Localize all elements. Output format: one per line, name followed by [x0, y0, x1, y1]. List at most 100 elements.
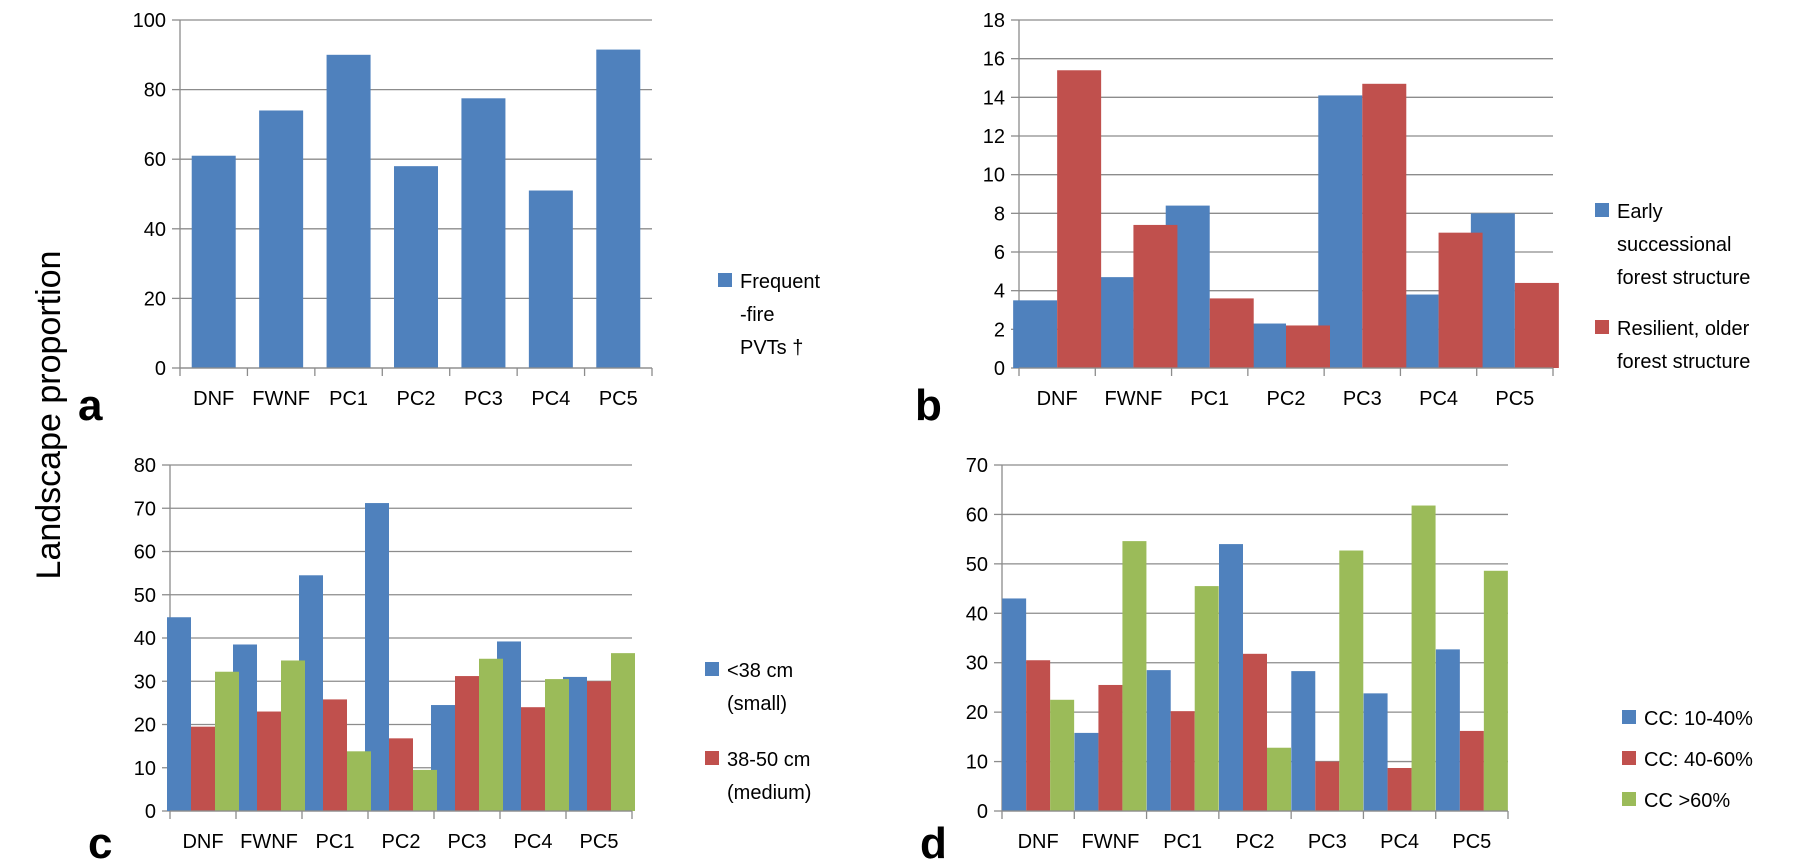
legend-swatch-d-s2 — [1622, 751, 1636, 765]
xtick-label-a-fwnf: FWNF — [252, 388, 310, 410]
ytick-label-a-0: 0 — [155, 358, 166, 380]
bar-c-s3-pc2 — [413, 769, 437, 811]
ytick-label-b-0: 0 — [994, 358, 1005, 380]
bar-d-s2-pc3 — [1315, 761, 1340, 811]
bar-a-s1-pc1 — [326, 54, 371, 369]
bar-d-s1-fwnf — [1074, 732, 1099, 811]
bar-c-s3-pc4 — [545, 679, 569, 811]
bar-b-s2-fwnf — [1133, 224, 1178, 368]
bar-c-s2-pc2 — [389, 738, 413, 811]
bar-d-s1-pc5 — [1435, 649, 1460, 811]
bar-b-s2-pc2 — [1286, 325, 1330, 368]
bar-a-s1-pc2 — [394, 166, 438, 368]
bar-d-s3-dnf — [1050, 699, 1075, 811]
bar-d-s1-pc2 — [1219, 544, 1243, 811]
legend-label-a-s1-line1: Frequent — [740, 271, 820, 293]
panel-letter-b: b — [915, 381, 942, 430]
bar-d-s1-dnf — [1002, 598, 1027, 811]
bar-a-s1-dnf — [191, 155, 236, 368]
legend-swatch-a-s1 — [718, 273, 732, 287]
legend-label-d-s1-line1: CC: 10-40% — [1644, 708, 1753, 730]
ytick-label-c-0: 0 — [145, 801, 156, 823]
xtick-label-b-pc5: PC5 — [1495, 388, 1534, 410]
xtick-label-a-pc4: PC4 — [531, 388, 570, 410]
bar-d-s3-pc4 — [1411, 505, 1436, 811]
bar-d-s2-dnf — [1026, 660, 1051, 811]
bar-b-s2-dnf — [1057, 70, 1102, 369]
bar-c-s3-pc3 — [479, 658, 503, 811]
bar-a-s1-pc3 — [461, 98, 506, 369]
bar-d-s1-pc3 — [1291, 671, 1316, 811]
bar-d-s2-pc4 — [1387, 767, 1412, 811]
xtick-label-b-pc4: PC4 — [1419, 388, 1458, 410]
bar-d-s2-pc1 — [1170, 711, 1195, 811]
ytick-label-b-12: 12 — [983, 126, 1005, 148]
legend-label-c-s2-line1: 38-50 cm — [727, 749, 810, 771]
bar-d-s3-pc5 — [1483, 570, 1508, 811]
bar-c-s3-pc5 — [611, 653, 635, 811]
legend-swatch-d-s1 — [1622, 710, 1636, 724]
bar-c-s2-pc1 — [323, 699, 347, 811]
ytick-label-d-0: 0 — [977, 801, 988, 823]
xtick-label-c-pc2: PC2 — [382, 831, 421, 853]
xtick-label-d-pc1: PC1 — [1163, 831, 1202, 853]
bar-c-s3-pc1 — [347, 751, 371, 811]
bar-c-s1-dnf — [167, 617, 191, 811]
xtick-label-d-dnf: DNF — [1018, 831, 1059, 853]
xtick-label-d-fwnf: FWNF — [1082, 831, 1140, 853]
xtick-label-c-pc4: PC4 — [514, 831, 553, 853]
legend-swatch-b-s2 — [1595, 320, 1609, 334]
xtick-label-b-pc3: PC3 — [1343, 388, 1382, 410]
bar-d-s2-pc5 — [1459, 730, 1484, 811]
legend-label-d-s2-line1: CC: 40-60% — [1644, 749, 1753, 771]
ytick-label-b-18: 18 — [983, 10, 1005, 32]
ytick-label-d-70: 70 — [966, 455, 988, 477]
legend-swatch-c-s2 — [705, 751, 719, 765]
xtick-label-c-fwnf: FWNF — [240, 831, 298, 853]
panel-letter-d: d — [920, 819, 947, 860]
ytick-label-b-14: 14 — [983, 87, 1005, 109]
legend-label-c-s2-line2: (medium) — [727, 782, 811, 804]
ytick-label-a-80: 80 — [144, 80, 166, 102]
ytick-label-d-20: 20 — [966, 702, 988, 724]
xtick-label-a-pc3: PC3 — [464, 388, 503, 410]
bar-c-s3-dnf — [215, 671, 239, 811]
legend-label-a-s1-line2: -fire — [740, 304, 774, 326]
ytick-label-d-60: 60 — [966, 504, 988, 526]
bar-b-s2-pc5 — [1514, 282, 1559, 368]
bar-d-s3-pc1 — [1194, 586, 1219, 811]
ytick-label-a-100: 100 — [133, 10, 166, 32]
ytick-label-b-2: 2 — [994, 319, 1005, 341]
xtick-label-c-pc3: PC3 — [448, 831, 487, 853]
bar-c-s2-pc5 — [587, 681, 611, 811]
ytick-label-b-4: 4 — [994, 281, 1005, 303]
legend-swatch-c-s1 — [705, 662, 719, 676]
xtick-label-d-pc4: PC4 — [1380, 831, 1419, 853]
xtick-label-a-pc5: PC5 — [599, 388, 638, 410]
bar-b-s1-pc3 — [1318, 95, 1363, 369]
ytick-label-d-10: 10 — [966, 752, 988, 774]
legend-label-c-s1-line1: <38 cm — [727, 660, 793, 682]
xtick-label-b-pc2: PC2 — [1267, 388, 1306, 410]
bar-b-s2-pc1 — [1209, 298, 1254, 368]
bar-c-s2-dnf — [191, 726, 215, 811]
legend-label-b-s2-line2: forest structure — [1617, 351, 1750, 373]
legend-label-b-s1-line3: forest structure — [1617, 267, 1750, 289]
legend-label-c-s1-line2: (small) — [727, 693, 787, 715]
ytick-label-c-10: 10 — [134, 758, 156, 780]
bar-a-s1-pc5 — [596, 49, 641, 369]
legend-label-b-s1-line1: Early — [1617, 201, 1663, 223]
ytick-label-c-40: 40 — [134, 628, 156, 650]
ytick-label-c-30: 30 — [134, 671, 156, 693]
legend-label-d-s3-line1: CC >60% — [1644, 790, 1730, 812]
ytick-label-b-6: 6 — [994, 242, 1005, 264]
ytick-label-d-50: 50 — [966, 554, 988, 576]
xtick-label-a-pc2: PC2 — [397, 388, 436, 410]
bar-a-s1-fwnf — [259, 110, 304, 368]
bar-c-s2-pc3 — [455, 676, 479, 811]
bar-d-s2-pc2 — [1243, 653, 1267, 811]
panel-letter-c: c — [88, 819, 112, 860]
ytick-label-c-20: 20 — [134, 715, 156, 737]
xtick-label-a-dnf: DNF — [193, 388, 234, 410]
